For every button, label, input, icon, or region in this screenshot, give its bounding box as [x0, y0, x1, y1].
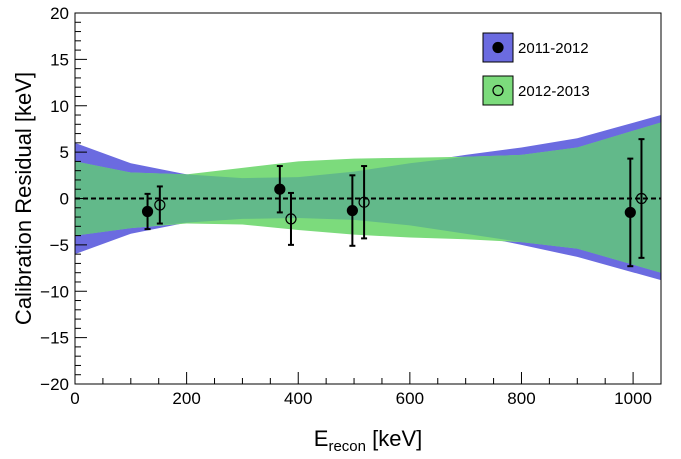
x-tick-label: 0	[70, 389, 79, 408]
y-tick-label: 15	[50, 50, 69, 69]
y-tick-label: 10	[50, 97, 69, 116]
uncertainty-bands	[75, 115, 661, 281]
point-2012-2013-0	[154, 185, 166, 225]
legend-label: 2011-2012	[518, 40, 589, 57]
marker	[141, 205, 154, 218]
y-tick-label: −15	[40, 329, 69, 348]
marker	[358, 196, 370, 208]
legend-marker	[492, 84, 504, 97]
marker	[624, 206, 636, 219]
x-tick-label: 1000	[614, 389, 652, 408]
data-points	[141, 138, 648, 268]
x-tick-label: 800	[507, 389, 535, 408]
point-2011-2012-1	[274, 165, 286, 214]
x-tick-label: 200	[172, 389, 200, 408]
x-tick-label: 400	[284, 389, 312, 408]
marker	[154, 199, 166, 211]
x-axis-title-subscript: recon	[328, 438, 366, 455]
y-tick-label: 5	[60, 143, 69, 162]
x-axis-title: Erecon [keV]	[314, 426, 422, 455]
marker	[274, 183, 286, 195]
x-axis-title-main: E	[314, 426, 329, 451]
marker	[285, 213, 297, 225]
point-2011-2012-0	[141, 192, 154, 231]
point-2012-2013-3	[635, 138, 648, 259]
y-tick-label: −20	[40, 375, 69, 394]
legend: 2011-2012 2012-2013	[482, 32, 590, 106]
legend-entry-2012-2013: 2012-2013	[482, 75, 590, 106]
legend-entry-2011-2012: 2011-2012	[482, 32, 589, 63]
legend-marker	[492, 41, 504, 54]
band-overlap	[75, 122, 661, 273]
y-tick-label: 0	[60, 190, 69, 209]
point-2012-2013-1	[285, 191, 297, 246]
marker	[635, 192, 648, 205]
x-axis-title-unit: [keV]	[366, 426, 422, 451]
y-axis: −20 −15 −10 −5 0 5 10 15 20	[40, 4, 87, 394]
legend-swatch	[482, 75, 514, 106]
point-2011-2012-3	[624, 157, 636, 268]
y-tick-label: −10	[40, 282, 69, 301]
point-2011-2012-2	[346, 174, 358, 247]
y-axis-title: Calibration Residual [keV]	[11, 72, 36, 325]
x-tick-label: 600	[396, 389, 424, 408]
legend-label: 2012-2013	[518, 83, 590, 100]
y-tick-label: 20	[50, 4, 69, 23]
y-tick-label: −5	[50, 236, 69, 255]
x-axis: 0 200 400 600 800 1000	[70, 372, 662, 408]
marker	[346, 204, 358, 217]
point-2012-2013-2	[358, 165, 370, 240]
